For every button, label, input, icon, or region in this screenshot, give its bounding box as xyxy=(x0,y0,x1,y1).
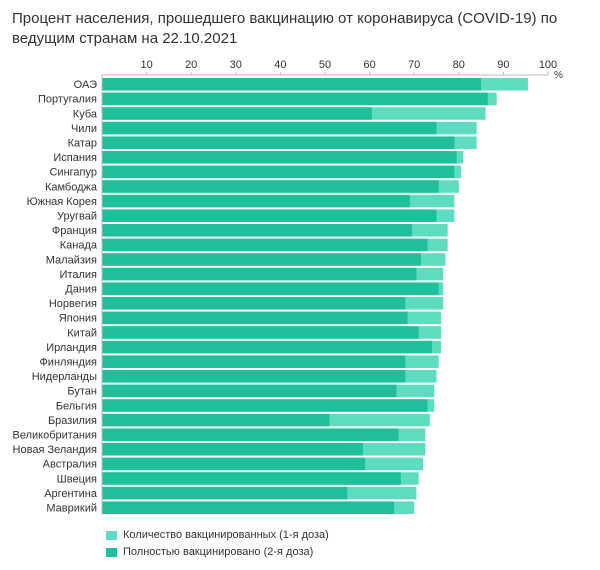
legend-item-first-dose[interactable]: Количество вакцинированных (1-я доза) xyxy=(106,528,329,542)
category-label: Япония xyxy=(59,313,97,325)
bar-full xyxy=(102,340,433,354)
legend-swatch-full xyxy=(106,547,117,557)
legend-label-full: Полностью вакцинировано (2-я доза) xyxy=(123,546,314,558)
legend-label-first-dose: Количество вакцинированных (1-я доза) xyxy=(123,529,329,541)
bar-full xyxy=(102,282,439,295)
category-label: Дания xyxy=(65,283,97,295)
category-label: Великобритания xyxy=(13,429,98,441)
bar-full xyxy=(102,501,395,514)
legend-swatch-first-dose xyxy=(106,530,117,540)
bar-full xyxy=(102,457,366,471)
bar-full xyxy=(102,297,406,310)
legend-item-full[interactable]: Полностью вакцинировано (2-я доза) xyxy=(106,545,329,559)
bar-full xyxy=(102,209,437,222)
bar-full xyxy=(102,151,457,164)
category-label: Катар xyxy=(68,137,97,149)
category-label: Италия xyxy=(60,269,98,281)
category-label: Южная Корея xyxy=(27,196,97,208)
category-label: Китай xyxy=(67,327,97,339)
category-label: Бутан xyxy=(67,386,97,398)
x-tick-label: 50 xyxy=(319,59,331,71)
category-label: Испания xyxy=(53,152,97,164)
category-label: Новая Зеландия xyxy=(13,444,97,456)
bar-full xyxy=(102,92,488,106)
bar-full xyxy=(102,78,482,91)
category-label: Австралия xyxy=(43,459,97,471)
bar-chart: 10 20 30 40 50 60 70 80 90 100% ОАЭ Португалия Куба Ч… xyxy=(13,59,563,515)
bar-full xyxy=(102,194,410,208)
bar-full xyxy=(102,443,363,456)
category-label: Финляндия xyxy=(39,356,97,368)
chart-title: Процент населения, прошедшего вакцинацию… xyxy=(12,10,558,47)
bar-full xyxy=(102,399,428,412)
x-tick-label: 80 xyxy=(453,59,465,71)
bar-full xyxy=(102,326,419,339)
bar-full xyxy=(102,180,439,193)
bar-full xyxy=(102,384,397,398)
x-tick-label: 30 xyxy=(230,59,242,71)
bar-full xyxy=(102,107,372,120)
category-label: Аргентина xyxy=(44,488,98,500)
category-label: Нидерланды xyxy=(32,371,97,383)
bar-full xyxy=(102,370,406,383)
category-label: Бразилия xyxy=(48,415,97,427)
bar-full xyxy=(102,136,455,149)
x-tick-label: 100 xyxy=(539,59,557,71)
bar-full xyxy=(102,224,412,237)
x-tick-label: 40 xyxy=(274,59,286,71)
category-label: Малайзия xyxy=(46,254,97,266)
category-label: Сингапур xyxy=(49,167,97,179)
x-tick-label: 20 xyxy=(185,59,197,71)
category-label: Куба xyxy=(73,108,98,120)
category-label: Португалия xyxy=(38,94,97,106)
category-label: Чили xyxy=(71,123,97,135)
category-label: Норвегия xyxy=(49,298,97,310)
bar-full xyxy=(102,121,437,135)
bar-full xyxy=(102,253,421,266)
bar-full xyxy=(102,238,428,252)
x-tick-label: 10 xyxy=(140,59,152,71)
bar-full xyxy=(102,267,417,281)
category-label: Маврикий xyxy=(46,502,97,514)
bar-full xyxy=(102,472,401,485)
bar-full xyxy=(102,428,399,441)
category-label: Камбоджа xyxy=(45,181,98,193)
bar-full xyxy=(102,486,348,500)
x-axis-unit-label: % xyxy=(554,70,563,81)
category-label: Ирландия xyxy=(46,342,97,354)
category-label: Франция xyxy=(52,225,97,237)
category-label: Швеция xyxy=(57,473,97,485)
bar-full xyxy=(102,413,330,427)
x-tick-label: 70 xyxy=(408,59,420,71)
category-label: Канада xyxy=(60,240,98,252)
category-label: Уругвай xyxy=(57,210,97,222)
chart-legend: Количество вакцинированных (1-я доза) По… xyxy=(106,528,329,562)
x-tick-label: 60 xyxy=(363,59,375,71)
bar-full xyxy=(102,311,408,325)
bar-full xyxy=(102,355,406,368)
category-label: Бельгия xyxy=(56,400,97,412)
category-label: ОАЭ xyxy=(74,79,97,91)
bar-full xyxy=(102,165,455,179)
x-tick-label: 90 xyxy=(497,59,509,71)
